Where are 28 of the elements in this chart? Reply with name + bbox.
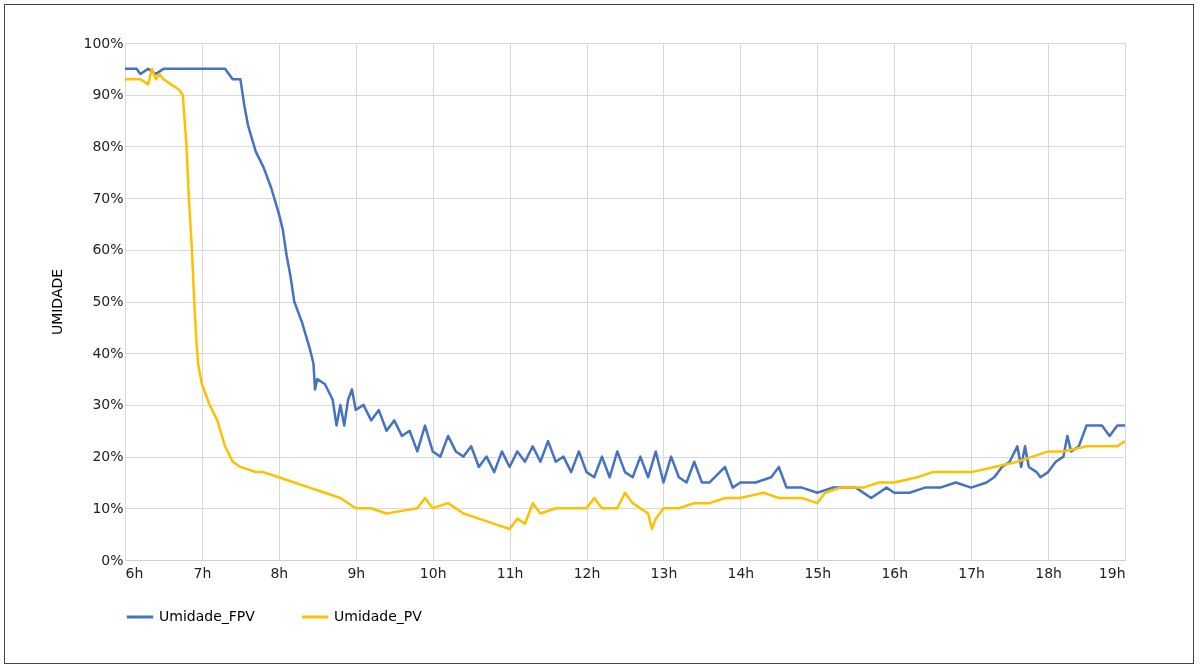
legend-label: Umidade_FPV	[159, 608, 256, 624]
x-tick-label: 19h	[1098, 564, 1126, 581]
y-tick-label: 30%	[92, 396, 124, 413]
y-tick-label: 50%	[92, 293, 124, 309]
x-tick-label: 7h	[193, 564, 212, 581]
x-tick-label: 10h	[419, 564, 447, 581]
y-tick-label: 20%	[92, 448, 124, 465]
x-tick-label: 18h	[1035, 564, 1062, 581]
x-tick-label: 15h	[804, 564, 832, 581]
x-tick-label: 11h	[496, 564, 524, 581]
legend-label: Umidade_PV	[334, 608, 423, 624]
x-tick-label: 17h	[958, 564, 985, 581]
x-tick-label: 14h	[727, 564, 755, 581]
y-tick-label: 90%	[92, 86, 124, 103]
y-axis-title: UMIDADE	[49, 268, 66, 336]
x-tick-label: 12h	[573, 564, 601, 581]
y-tick-label: 70%	[92, 189, 124, 206]
x-tick-label: 8h	[270, 564, 289, 581]
y-tick-label: 40%	[92, 344, 124, 361]
y-tick-label: 60%	[92, 241, 124, 258]
x-tick-label: 6h	[125, 564, 144, 581]
x-tick-label: 13h	[650, 564, 678, 581]
y-tick-label: 0%	[101, 551, 124, 568]
y-tick-label: 100%	[83, 34, 124, 51]
x-tick-label: 9h	[347, 564, 366, 581]
y-tick-label: 10%	[92, 499, 124, 516]
y-tick-label: 80%	[92, 137, 124, 154]
x-tick-label: 16h	[881, 564, 909, 581]
